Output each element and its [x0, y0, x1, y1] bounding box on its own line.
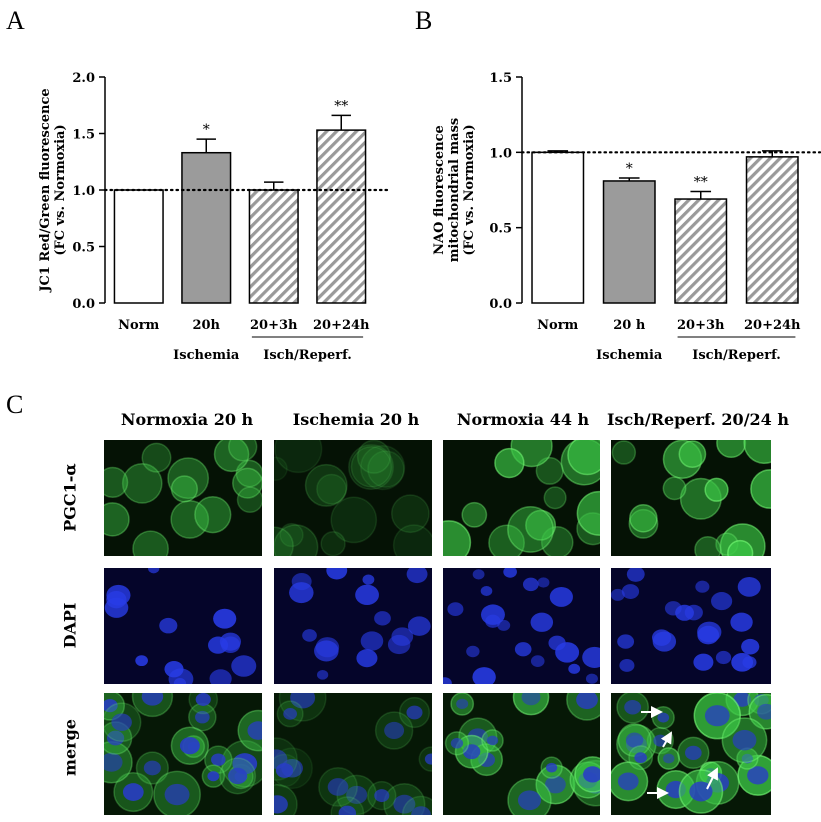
col-header-2: Normoxia 44 h: [456, 410, 590, 429]
significance-mark: **: [334, 98, 348, 114]
y-tick-label: 0.5: [489, 222, 512, 237]
chart-nao: 0.0 0.5 1.0 1.5 NAO fluorescence mitochondria…: [432, 71, 821, 363]
chart-jc1: 0.0 0.5 1.0 1.5 2.0 JC1 Red/Green fluorescenc…: [38, 71, 389, 363]
col-header-3: Isch/Reperf. 20/24 h: [606, 410, 789, 429]
x-tick-label: Norm: [118, 318, 159, 333]
micrograph-dapi-1: [274, 568, 432, 684]
bar: [181, 151, 232, 304]
y-tick-label: 2.0: [72, 71, 95, 86]
bar: [745, 156, 799, 304]
micrograph-dapi-0: [104, 568, 262, 684]
bar: [531, 151, 585, 304]
bar: [674, 198, 728, 304]
bar: [316, 129, 367, 304]
significance-mark: **: [694, 175, 708, 191]
x-tick-label: 20 h: [613, 318, 646, 333]
micrograph-pgc1a-0: [104, 440, 262, 556]
y-tick-label: 0.0: [489, 297, 512, 312]
y-tick-label: 0.5: [72, 241, 95, 256]
significance-mark: *: [203, 122, 210, 138]
significance-mark: *: [626, 161, 633, 177]
micrograph-merge-2: [443, 693, 600, 815]
y-axis-label: mitochondrial mass: [447, 118, 462, 262]
x-tick-label: 20+3h: [250, 318, 298, 333]
y-tick-label: 1.5: [72, 128, 95, 143]
y-axis-label: JC1 Red/Green fluorescence: [38, 88, 53, 292]
group-label: Isch/Reperf.: [263, 348, 351, 363]
y-axis-label: NAO fluorescence: [432, 125, 447, 255]
y-axis-label: (FC vs. Normoxia): [462, 124, 477, 255]
x-tick-label: Norm: [537, 318, 578, 333]
group-label: Ischemia: [596, 348, 663, 363]
panel-letter-b: B: [415, 6, 433, 35]
arrow-annotations: [641, 706, 718, 799]
x-tick-label: 20+24h: [313, 318, 370, 333]
micrograph-pgc1a-1: [274, 440, 432, 556]
group-label: Ischemia: [173, 348, 240, 363]
arrow-icon: [706, 767, 718, 790]
micrograph-dapi-2: [443, 568, 600, 684]
micrograph-merge-1: [274, 693, 432, 815]
x-tick-label: 20+24h: [744, 318, 801, 333]
y-tick-label: 1.0: [489, 146, 512, 161]
bar: [248, 189, 299, 304]
arrow-icon: [660, 731, 672, 748]
group-label: Isch/Reperf.: [692, 348, 780, 363]
row-label-merge: merge: [60, 719, 80, 776]
col-header-0: Normoxia 20 h: [120, 410, 254, 429]
x-tick-label: 20h: [192, 318, 220, 333]
row-label-dapi: DAPI: [60, 602, 80, 649]
micrograph-merge-3: [611, 693, 771, 815]
col-header-1: Ischemia 20 h: [292, 410, 420, 429]
panel-letter-a: A: [6, 6, 25, 35]
row-label-pgc1a: PGC1-α: [60, 463, 80, 532]
y-tick-label: 1.5: [489, 71, 512, 86]
y-tick-label: 0.0: [72, 297, 95, 312]
y-tick-label: 1.0: [72, 184, 95, 199]
micrograph-dapi-3: [611, 568, 771, 684]
micrograph-pgc1a-2: [443, 440, 600, 556]
bar: [113, 189, 164, 304]
bar: [602, 180, 656, 304]
x-tick-label: 20+3h: [677, 318, 725, 333]
panel-letter-c: C: [6, 390, 24, 419]
micrograph-merge-0: [104, 693, 262, 815]
micrograph-pgc1a-3: [611, 440, 771, 556]
y-axis-label: (FC vs. Normoxia): [53, 124, 68, 255]
